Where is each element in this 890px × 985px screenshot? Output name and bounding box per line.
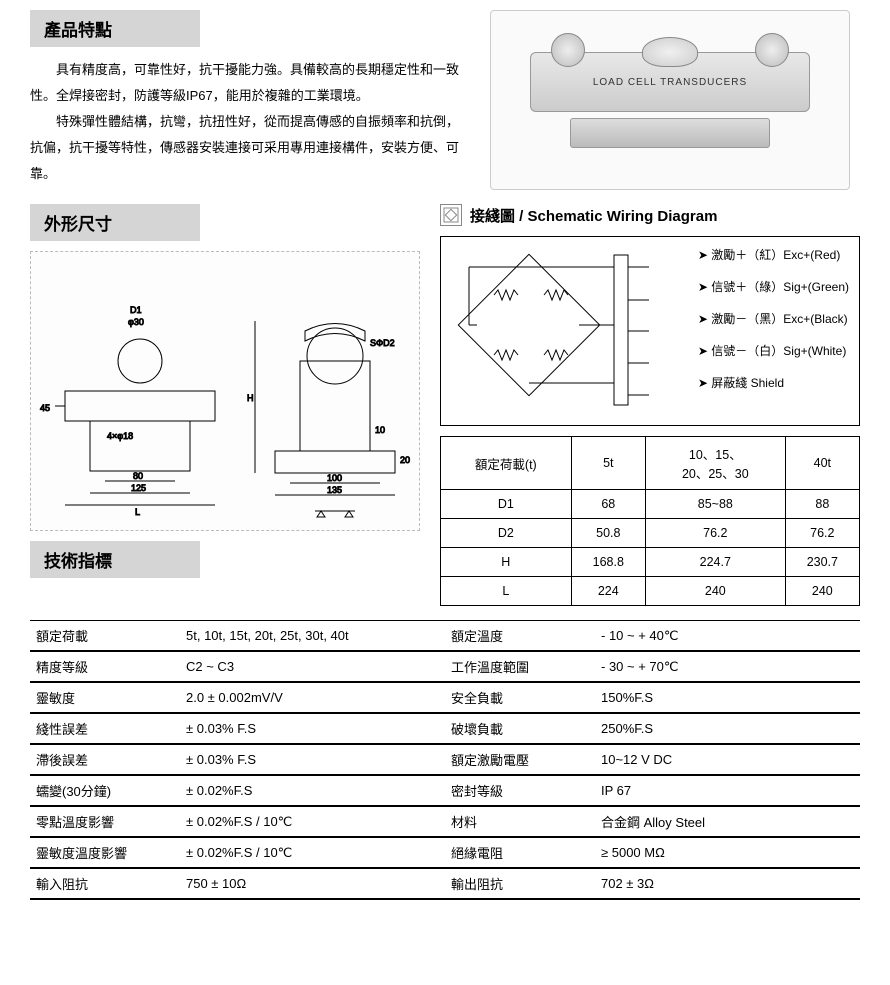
wiring-line: ➤ 屏蔽綫 Shield — [698, 377, 849, 389]
section-header-features: 產品特點 — [30, 10, 200, 47]
spec-row: 滯後誤差± 0.03% F.S額定激勵電壓10~12 V DC — [30, 745, 860, 776]
dim-table-header-cell: 40t — [785, 437, 859, 490]
dim-table-header-cell: 5t — [571, 437, 645, 490]
spec-value: ± 0.03% F.S — [180, 714, 445, 744]
spec-label: 靈敏度溫度影響 — [30, 838, 180, 868]
spec-value: 750 ± 10Ω — [180, 869, 445, 899]
spec-value: 合金鋼 Alloy Steel — [595, 807, 860, 837]
spec-value: 150%F.S — [595, 683, 860, 713]
svg-text:D1: D1 — [130, 305, 142, 315]
wiring-line: ➤ 激勵＋（紅）Exc+(Red) — [698, 249, 849, 261]
dim-table-cell: 68 — [571, 490, 645, 519]
spec-label: 工作溫度範圍 — [445, 652, 595, 682]
svg-text:135: 135 — [327, 485, 342, 495]
spec-label: 輸入阻抗 — [30, 869, 180, 899]
spec-label: 絕緣電阻 — [445, 838, 595, 868]
spec-label: 精度等級 — [30, 652, 180, 682]
svg-text:125: 125 — [131, 483, 146, 493]
dim-table-cell: 240 — [785, 577, 859, 606]
dim-table-row: H168.8224.7230.7 — [441, 548, 860, 577]
section-header-dimensions: 外形尺寸 — [30, 204, 200, 241]
spec-label: 材料 — [445, 807, 595, 837]
spec-row: 靈敏度溫度影響± 0.02%F.S / 10℃絕緣電阻≥ 5000 MΩ — [30, 838, 860, 869]
spec-label: 蠕變(30分鐘) — [30, 776, 180, 806]
dim-table-header-cell: 額定荷載(t) — [441, 437, 572, 490]
dim-table-cell: 168.8 — [571, 548, 645, 577]
features-paragraph-1: 具有精度高，可靠性好，抗干擾能力強。具備較高的長期穩定性和一致性。全焊接密封，防… — [30, 57, 460, 109]
spec-row: 靈敏度2.0 ± 0.002mV/V安全負載150%F.S — [30, 683, 860, 714]
spec-value: - 30 ~ + 70℃ — [595, 652, 860, 682]
dim-table-cell: D2 — [441, 519, 572, 548]
svg-text:10: 10 — [375, 425, 385, 435]
spec-value: ± 0.02%F.S / 10℃ — [180, 838, 445, 868]
spec-row: 蠕變(30分鐘)± 0.02%F.S密封等級IP 67 — [30, 776, 860, 807]
dim-table-row: L224240240 — [441, 577, 860, 606]
dim-table-cell: 240 — [645, 577, 785, 606]
svg-text:20: 20 — [400, 455, 410, 465]
dim-table-cell: 224.7 — [645, 548, 785, 577]
spec-row: 輸入阻抗750 ± 10Ω輸出阻抗702 ± 3Ω — [30, 869, 860, 900]
wiring-line: ➤ 激勵－（黑）Exc+(Black) — [698, 313, 849, 325]
svg-text:SΦD2: SΦD2 — [370, 338, 395, 348]
dim-table-header-cell: 10、15、 20、25、30 — [645, 437, 785, 490]
svg-text:φ30: φ30 — [128, 317, 144, 327]
wiring-line: ➤ 信號－（白）Sig+(White) — [698, 345, 849, 357]
wiring-line: ➤ 信號＋（綠）Sig+(Green) — [698, 281, 849, 293]
spec-label: 綫性誤差 — [30, 714, 180, 744]
spec-table: 額定荷載5t, 10t, 15t, 20t, 25t, 30t, 40t額定溫度… — [30, 620, 860, 900]
spec-value: 702 ± 3Ω — [595, 869, 860, 899]
svg-text:45: 45 — [40, 403, 50, 413]
dim-table-cell: 88 — [785, 490, 859, 519]
section-header-specs: 技術指標 — [30, 541, 200, 578]
dimension-drawing: 45 D1 φ30 4×φ18 80 125 L SΦD2 — [30, 251, 420, 531]
spec-label: 額定荷載 — [30, 621, 180, 651]
svg-text:4×φ18: 4×φ18 — [107, 431, 133, 441]
features-paragraph-2: 特殊彈性體結構，抗彎，抗扭性好，從而提高傳感的自振頻率和抗倒，抗偏，抗干擾等特性… — [30, 109, 460, 187]
spec-value: ≥ 5000 MΩ — [595, 838, 860, 868]
wiring-icon — [440, 204, 462, 226]
spec-value: 250%F.S — [595, 714, 860, 744]
dimension-table: 額定荷載(t)5t10、15、 20、25、3040t D16885~8888D… — [440, 436, 860, 606]
spec-label: 破壞負載 — [445, 714, 595, 744]
spec-row: 額定荷載5t, 10t, 15t, 20t, 25t, 30t, 40t額定溫度… — [30, 621, 860, 652]
section-header-wiring: 接綫圖 / Schematic Wiring Diagram — [470, 205, 717, 226]
dim-table-row: D250.876.276.2 — [441, 519, 860, 548]
dim-table-cell: 85~88 — [645, 490, 785, 519]
spec-value: 10~12 V DC — [595, 745, 860, 775]
spec-value: C2 ~ C3 — [180, 652, 445, 682]
spec-label: 滯後誤差 — [30, 745, 180, 775]
svg-text:100: 100 — [327, 473, 342, 483]
dim-table-row: D16885~8888 — [441, 490, 860, 519]
spec-label: 輸出阻抗 — [445, 869, 595, 899]
dim-table-cell: 76.2 — [785, 519, 859, 548]
spec-label: 安全負載 — [445, 683, 595, 713]
dim-table-cell: 230.7 — [785, 548, 859, 577]
product-photo: LOAD CELL TRANSDUCERS — [490, 10, 850, 190]
spec-label: 靈敏度 — [30, 683, 180, 713]
spec-value: ± 0.02%F.S / 10℃ — [180, 807, 445, 837]
dim-table-cell: L — [441, 577, 572, 606]
wiring-diagram: ➤ 激勵＋（紅）Exc+(Red) ➤ 信號＋（綠）Sig+(Green) ➤ 激勵… — [440, 236, 860, 426]
spec-label: 額定溫度 — [445, 621, 595, 651]
spec-value: ± 0.02%F.S — [180, 776, 445, 806]
spec-value: 2.0 ± 0.002mV/V — [180, 683, 445, 713]
spec-label: 額定激勵電壓 — [445, 745, 595, 775]
spec-value: - 10 ~ + 40℃ — [595, 621, 860, 651]
spec-row: 精度等級C2 ~ C3工作溫度範圍- 30 ~ + 70℃ — [30, 652, 860, 683]
spec-row: 零點溫度影響± 0.02%F.S / 10℃材料合金鋼 Alloy Steel — [30, 807, 860, 838]
spec-label: 零點溫度影響 — [30, 807, 180, 837]
spec-label: 密封等級 — [445, 776, 595, 806]
dim-table-cell: 76.2 — [645, 519, 785, 548]
svg-text:L: L — [135, 507, 140, 517]
spec-value: 5t, 10t, 15t, 20t, 25t, 30t, 40t — [180, 621, 445, 651]
spec-value: ± 0.03% F.S — [180, 745, 445, 775]
spec-row: 綫性誤差± 0.03% F.S破壞負載250%F.S — [30, 714, 860, 745]
spec-value: IP 67 — [595, 776, 860, 806]
dim-table-cell: H — [441, 548, 572, 577]
svg-text:H: H — [247, 393, 254, 403]
dim-table-cell: 224 — [571, 577, 645, 606]
svg-text:80: 80 — [133, 471, 143, 481]
dim-table-cell: D1 — [441, 490, 572, 519]
dim-table-cell: 50.8 — [571, 519, 645, 548]
